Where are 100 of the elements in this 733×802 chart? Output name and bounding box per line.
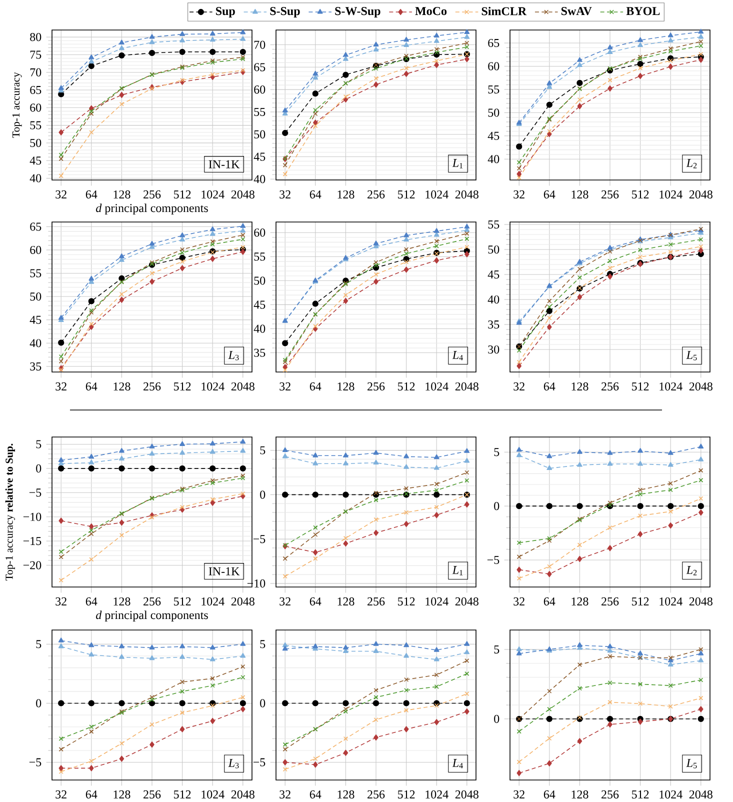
y-tick-label: 40 [30,339,42,348]
x-tick-label: 1024 [202,190,224,199]
x-tick-label: 256 [368,790,385,798]
x-tick-label: 512 [632,190,649,198]
x-tick-label: 32 [56,597,66,606]
x-tick-label: 32 [514,382,524,390]
y-tick-label: 0 [260,699,266,708]
x-tick-label: 32 [514,190,524,198]
x-tick-label: 128 [572,790,588,799]
y-tick-label: 65 [254,63,266,72]
x-tick-label: 128 [114,790,130,799]
x-tick-label: 64 [86,382,98,390]
x-tick-label: 512 [174,190,191,198]
x-tick-label: 256 [602,790,619,798]
y-tick-label: 0 [36,699,42,708]
y-tick-label: 50 [30,138,42,148]
y-tick-label: −5 [29,758,42,766]
x-tick-label: 2048 [689,597,712,606]
x-tick-label: 32 [514,790,524,798]
annotation: L$_{2}$ [686,566,697,576]
y-tick-label: 0 [260,490,266,499]
x-axis-title: d principal components [96,610,208,622]
x-tick-label: 32 [56,790,66,798]
x-tick-label: 32 [56,190,66,198]
x-tick-label: 1024 [660,597,682,606]
x-tick-label: 2048 [231,790,254,799]
x-tick-label: 64 [310,382,322,390]
y-tick-label: 60 [30,246,42,254]
y-tick-label: −20 [23,561,42,570]
x-tick-label: 1024 [660,382,682,391]
y-tick-label: 5 [260,640,266,648]
x-tick-label: 256 [602,597,619,606]
x-tick-label: 1024 [202,597,224,606]
x-tick-label: 64 [86,190,98,198]
y-tick-label: 70 [254,40,266,49]
legend-label: Sup [216,7,235,18]
x-tick-label: 32 [280,190,290,198]
x-tick-label: 64 [544,190,556,198]
x-tick-label: 2048 [689,382,712,391]
x-tick-label: 1024 [426,597,448,606]
x-tick-label: 32 [280,382,290,390]
y-tick-label: 40 [254,175,266,184]
y-tick-label: 50 [30,292,42,301]
y-tick-label: 65 [488,38,500,48]
y-tick-label: 50 [254,276,266,285]
y-tick-label: −5 [487,556,500,564]
x-axis-title: d principal components [96,204,208,215]
x-tick-label: 1024 [660,790,682,799]
y-tick-label: 55 [488,85,500,94]
y-tick-label: 60 [30,104,42,112]
y-tick-label: 50 [488,245,500,254]
x-tick-label: 64 [310,790,322,798]
y-tick-label: 80 [30,33,42,42]
y-tick-label: 40 [254,324,266,333]
y-tick-label: 60 [254,228,266,237]
x-tick-label: 512 [398,190,415,198]
x-tick-label: 512 [398,597,415,606]
y-tick-label: 70 [30,68,42,76]
x-tick-label: 2048 [689,190,712,199]
annotation: IN-1K [208,567,240,576]
y-tick-label: 5 [36,440,42,448]
annotation: IN-1K [208,160,240,168]
x-tick-label: 1024 [202,382,224,391]
x-tick-label: 32 [280,790,290,798]
y-tick-label: 35 [488,320,500,329]
x-tick-label: 256 [602,190,619,198]
y-tick-label: 55 [30,269,42,278]
annotation: L$_{4}$ [452,759,463,768]
annotation: L$_{4}$ [452,351,463,360]
x-tick-label: 512 [398,790,415,798]
x-tick-label: 2048 [231,190,254,199]
y-tick-label: 45 [254,152,266,161]
x-tick-label: 128 [572,190,588,199]
x-tick-label: 2048 [455,190,478,199]
y-tick-label: 60 [254,86,266,94]
annotation: L$_{2}$ [686,159,697,168]
x-tick-label: 256 [144,190,161,198]
y-tick-label: 45 [488,132,500,140]
legend-label: MoCo [415,7,447,16]
x-tick-label: 2048 [689,790,712,799]
x-tick-label: 512 [174,382,191,390]
x-tick-label: 1024 [426,382,448,391]
x-tick-label: 32 [56,382,66,390]
y-tick-label: 5 [494,645,500,654]
annotation: L$_{5}$ [686,350,697,360]
y-tick-label: 5 [260,446,266,454]
x-tick-label: 64 [544,597,556,606]
x-tick-label: 128 [338,790,354,799]
y-tick-label: 35 [30,362,42,370]
annotation: L$_{3}$ [228,758,239,768]
y-tick-label: 30 [488,345,500,354]
y-tick-label: 60 [488,62,500,70]
y-tick-label: 40 [488,295,500,304]
y-tick-label: 50 [254,130,266,138]
x-tick-label: 2048 [231,597,254,606]
x-tick-label: 256 [602,382,619,390]
y-tick-label: −15 [23,537,42,546]
legend-label: SimCLR [482,6,527,16]
y-tick-label: 5 [494,448,500,456]
x-tick-label: 2048 [455,597,478,606]
